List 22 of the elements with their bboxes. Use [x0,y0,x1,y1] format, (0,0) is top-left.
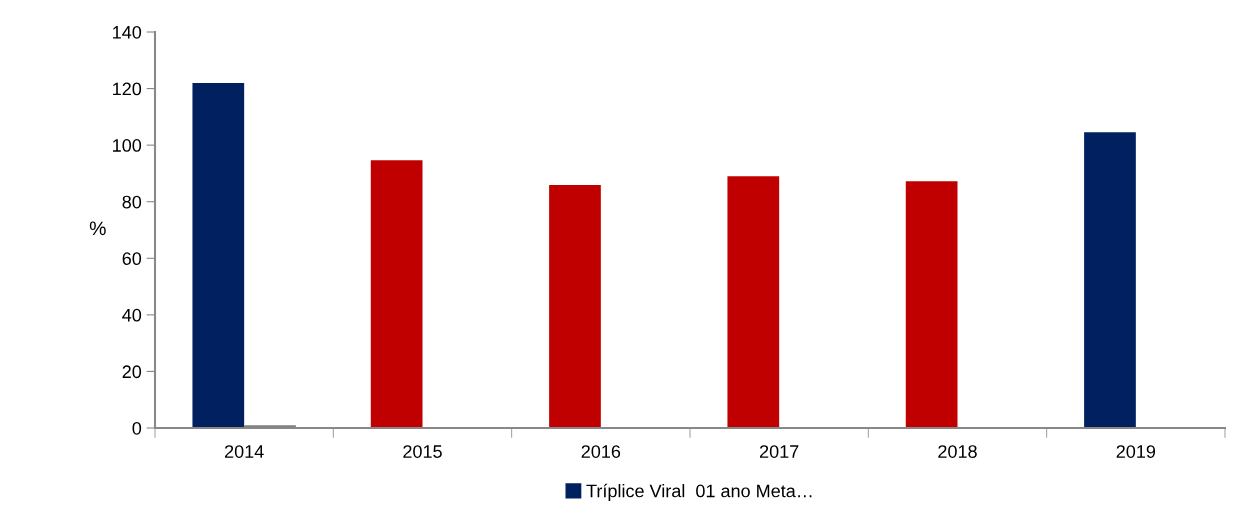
y-tick-label: 120 [113,82,142,96]
y-tick-label: 100 [113,139,142,152]
legend-label: Tríplice Viral 01 ano Meta… [586,483,812,501]
x-tick-label: 2015 [403,445,442,458]
y-axis-title: % [89,221,106,236]
y-tick-label: 20 [122,365,142,379]
bar [192,82,245,428]
x-tick-label: 2017 [759,445,799,458]
x-tick-label: 2019 [1116,445,1156,458]
y-tick-label: 80 [122,195,142,209]
bar [727,176,780,428]
bar [370,160,423,428]
y-tick-label: 40 [122,308,142,322]
x-tick-label: 2018 [938,445,977,458]
x-tick-label: 2016 [581,445,621,458]
bar [905,181,958,428]
y-tick-label: 0 [132,421,142,435]
y-tick-label: 60 [122,252,142,266]
y-tick-label: 140 [113,25,142,39]
bar [1084,132,1136,428]
bar [549,185,601,428]
x-tick-label: 2014 [224,445,264,458]
